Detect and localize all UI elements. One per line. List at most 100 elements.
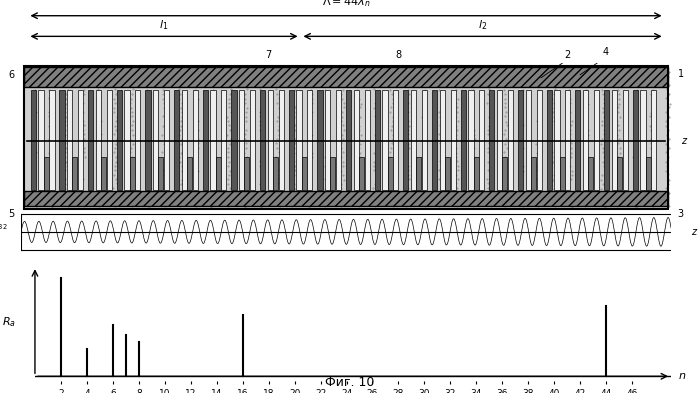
Bar xyxy=(451,90,456,190)
Bar xyxy=(72,157,78,190)
Bar xyxy=(193,90,198,190)
Bar xyxy=(124,90,129,190)
Bar xyxy=(244,157,250,190)
Text: $\Lambda_{32}$: $\Lambda_{32}$ xyxy=(0,219,8,232)
Text: Фиг. 10: Фиг. 10 xyxy=(325,376,374,389)
Bar xyxy=(554,90,559,190)
Bar xyxy=(107,90,112,190)
Bar xyxy=(575,90,580,190)
Bar xyxy=(403,90,408,190)
Bar xyxy=(588,157,593,190)
Bar xyxy=(502,157,507,190)
Text: z: z xyxy=(681,136,686,145)
Bar xyxy=(440,90,445,190)
Bar xyxy=(623,90,628,190)
Bar xyxy=(182,90,187,190)
Bar xyxy=(359,157,364,190)
Bar xyxy=(67,90,72,190)
Bar xyxy=(422,90,427,190)
Bar xyxy=(547,90,552,190)
Bar xyxy=(416,157,421,190)
Text: z: z xyxy=(691,227,696,237)
Bar xyxy=(473,157,479,190)
Bar xyxy=(594,90,599,190)
Bar xyxy=(604,90,609,190)
Text: 2: 2 xyxy=(564,50,570,61)
Bar xyxy=(164,90,169,190)
Bar xyxy=(50,90,55,190)
Bar xyxy=(296,90,301,190)
Bar xyxy=(651,90,656,190)
Bar xyxy=(387,157,393,190)
Bar xyxy=(365,90,370,190)
Bar xyxy=(531,157,536,190)
Bar xyxy=(308,90,312,190)
Bar xyxy=(174,90,179,190)
Bar xyxy=(537,90,542,190)
Bar xyxy=(497,90,502,190)
Text: 7: 7 xyxy=(265,50,271,61)
Bar xyxy=(260,90,265,190)
Bar xyxy=(239,90,244,190)
Text: $R_a$: $R_a$ xyxy=(1,315,15,329)
Text: 6: 6 xyxy=(8,70,15,80)
Bar xyxy=(336,90,341,190)
Bar xyxy=(354,90,359,190)
Bar xyxy=(145,90,150,190)
Bar xyxy=(43,157,49,190)
Bar xyxy=(325,90,330,190)
Bar xyxy=(78,90,83,190)
Bar xyxy=(346,90,351,190)
Bar xyxy=(24,67,668,87)
Text: $n$: $n$ xyxy=(677,371,686,381)
Bar xyxy=(489,90,494,190)
Bar xyxy=(273,157,278,190)
Bar xyxy=(289,90,294,190)
Bar xyxy=(508,90,513,190)
Bar xyxy=(88,90,93,190)
Text: 3: 3 xyxy=(677,209,684,219)
Text: $\Lambda= 44\lambda_n$: $\Lambda= 44\lambda_n$ xyxy=(322,0,370,9)
Bar xyxy=(59,90,64,190)
Bar xyxy=(38,90,43,190)
Bar xyxy=(411,90,416,190)
Bar xyxy=(468,90,473,190)
Bar xyxy=(24,67,668,87)
Bar xyxy=(222,90,226,190)
Bar xyxy=(101,157,106,190)
Bar xyxy=(394,90,398,190)
Bar xyxy=(153,90,158,190)
Bar xyxy=(31,90,36,190)
Text: 4: 4 xyxy=(603,48,609,57)
Text: $l_2$: $l_2$ xyxy=(478,19,487,33)
FancyBboxPatch shape xyxy=(24,66,668,209)
Text: $l_1$: $l_1$ xyxy=(159,19,168,33)
Bar xyxy=(461,90,466,190)
Bar xyxy=(268,90,273,190)
Bar xyxy=(583,90,588,190)
Bar xyxy=(633,90,637,190)
Bar xyxy=(526,90,531,190)
Bar xyxy=(612,90,617,190)
Bar xyxy=(24,191,668,206)
Bar xyxy=(645,157,651,190)
Bar xyxy=(279,90,284,190)
Text: 8: 8 xyxy=(395,50,401,61)
Bar xyxy=(187,157,192,190)
Bar xyxy=(382,90,387,190)
Bar xyxy=(203,90,208,190)
Bar xyxy=(250,90,255,190)
Bar xyxy=(432,90,437,190)
Bar xyxy=(158,157,164,190)
Bar xyxy=(617,157,622,190)
Bar xyxy=(375,90,380,190)
Bar xyxy=(136,90,140,190)
Bar xyxy=(559,157,565,190)
Bar xyxy=(117,90,122,190)
Bar xyxy=(129,157,135,190)
Text: 1: 1 xyxy=(677,69,684,79)
Bar xyxy=(445,157,450,190)
Bar xyxy=(565,90,570,190)
Bar xyxy=(96,90,101,190)
Bar xyxy=(518,90,523,190)
